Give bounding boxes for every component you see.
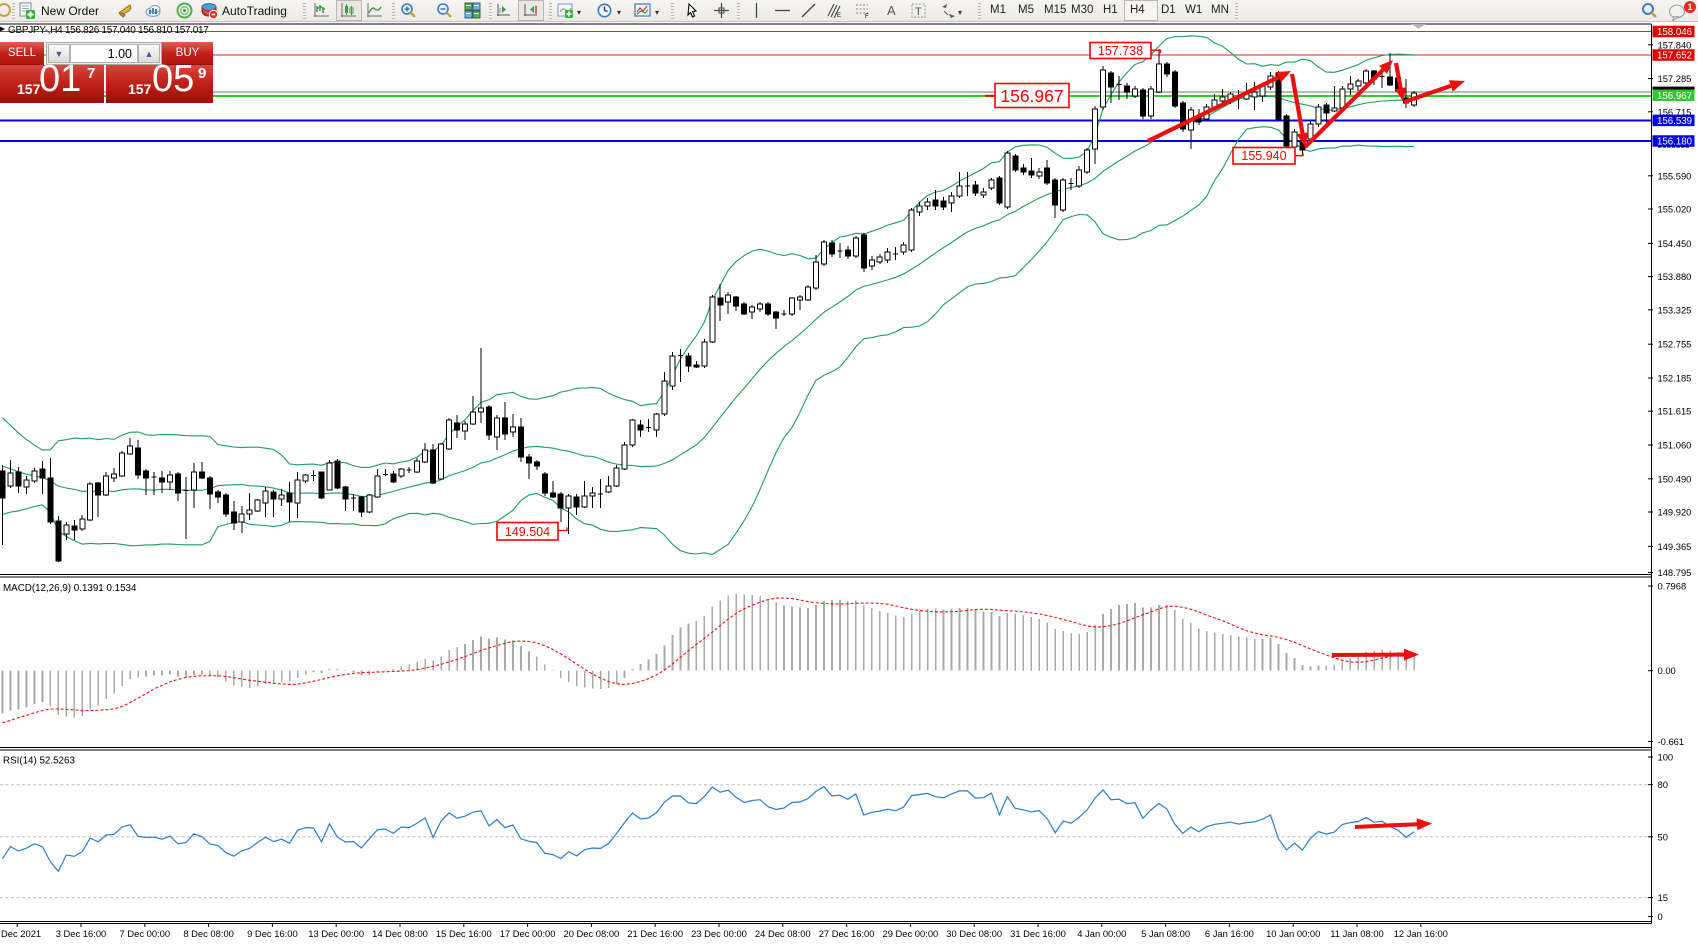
svg-text:GBPJPY-,H4 156.826 157.040 15: GBPJPY-,H4 156.826 157.040 156.810 157.0…	[8, 25, 209, 36]
svg-text:152.185: 152.185	[1658, 373, 1692, 384]
svg-text:9 Dec 16:00: 9 Dec 16:00	[247, 928, 298, 939]
svg-text:5 Jan 08:00: 5 Jan 08:00	[1141, 928, 1190, 939]
svg-text:29 Dec 00:00: 29 Dec 00:00	[883, 928, 939, 939]
svg-text:155.020: 155.020	[1658, 204, 1692, 215]
svg-text:148.795: 148.795	[1658, 567, 1692, 578]
svg-text:8 Dec 08:00: 8 Dec 08:00	[183, 928, 234, 939]
svg-text:157.840: 157.840	[1658, 39, 1692, 50]
svg-text:150.490: 150.490	[1658, 473, 1692, 484]
svg-text:155.590: 155.590	[1658, 170, 1692, 181]
svg-text:156.715: 156.715	[1658, 106, 1692, 117]
svg-text:158.046: 158.046	[1657, 27, 1692, 38]
svg-text:13 Dec 00:00: 13 Dec 00:00	[308, 928, 364, 939]
svg-text:149.365: 149.365	[1658, 541, 1692, 552]
svg-text:156.539: 156.539	[1657, 116, 1692, 127]
svg-text:80: 80	[1658, 779, 1668, 790]
svg-text:157.285: 157.285	[1658, 73, 1692, 84]
svg-text:152.755: 152.755	[1658, 339, 1692, 350]
svg-text:100: 100	[1658, 752, 1674, 763]
svg-text:E: E	[837, 13, 841, 19]
svg-text:151.615: 151.615	[1658, 406, 1692, 417]
svg-text:A: A	[887, 3, 896, 18]
svg-text:157.738: 157.738	[1098, 44, 1143, 58]
svg-text:151.060: 151.060	[1658, 440, 1692, 451]
svg-text:153.880: 153.880	[1658, 271, 1692, 282]
svg-text:17 Dec 00:00: 17 Dec 00:00	[500, 928, 556, 939]
svg-text:MACD(12,26,9) 0.1391 0.1534: MACD(12,26,9) 0.1391 0.1534	[3, 583, 137, 594]
svg-text:30 Dec 08:00: 30 Dec 08:00	[946, 928, 1002, 939]
svg-text:156.967: 156.967	[1000, 86, 1063, 106]
svg-text:157.652: 157.652	[1657, 51, 1692, 62]
svg-text:27 Dec 16:00: 27 Dec 16:00	[819, 928, 875, 939]
svg-text:F: F	[865, 14, 869, 19]
svg-text:Dec 2021: Dec 2021	[1, 928, 41, 939]
svg-text:156.967: 156.967	[1657, 91, 1692, 102]
svg-text:-0.661: -0.661	[1658, 736, 1685, 747]
svg-text:23 Dec 00:00: 23 Dec 00:00	[691, 928, 747, 939]
svg-text:149.920: 149.920	[1658, 507, 1692, 518]
svg-text:149.504: 149.504	[505, 525, 550, 539]
svg-text:14 Dec 08:00: 14 Dec 08:00	[372, 928, 428, 939]
svg-text:10 Jan 00:00: 10 Jan 00:00	[1266, 928, 1320, 939]
svg-text:156.180: 156.180	[1657, 137, 1693, 148]
svg-text:15: 15	[1658, 892, 1668, 903]
svg-text:31 Dec 16:00: 31 Dec 16:00	[1010, 928, 1066, 939]
svg-text:50: 50	[1658, 831, 1668, 842]
svg-text:155.940: 155.940	[1241, 149, 1286, 163]
svg-text:6 Jan 16:00: 6 Jan 16:00	[1205, 928, 1254, 939]
svg-text:153.325: 153.325	[1658, 304, 1692, 315]
svg-text:12 Jan 16:00: 12 Jan 16:00	[1394, 928, 1448, 939]
svg-text:21 Dec 16:00: 21 Dec 16:00	[627, 928, 683, 939]
svg-text:15 Dec 16:00: 15 Dec 16:00	[436, 928, 492, 939]
svg-text:0: 0	[1658, 911, 1663, 922]
svg-text:4 Jan 00:00: 4 Jan 00:00	[1077, 928, 1126, 939]
svg-text:7 Dec 00:00: 7 Dec 00:00	[120, 928, 171, 939]
svg-text:RSI(14) 52.5263: RSI(14) 52.5263	[3, 756, 75, 767]
svg-text:0.7968: 0.7968	[1658, 581, 1687, 592]
svg-text:24 Dec 08:00: 24 Dec 08:00	[755, 928, 811, 939]
svg-text:0.00: 0.00	[1658, 665, 1676, 676]
svg-text:11 Jan 08:00: 11 Jan 08:00	[1330, 928, 1384, 939]
svg-text:20 Dec 08:00: 20 Dec 08:00	[564, 928, 620, 939]
svg-text:T: T	[915, 6, 922, 18]
svg-text:3 Dec 16:00: 3 Dec 16:00	[56, 928, 107, 939]
svg-text:154.450: 154.450	[1658, 238, 1692, 249]
